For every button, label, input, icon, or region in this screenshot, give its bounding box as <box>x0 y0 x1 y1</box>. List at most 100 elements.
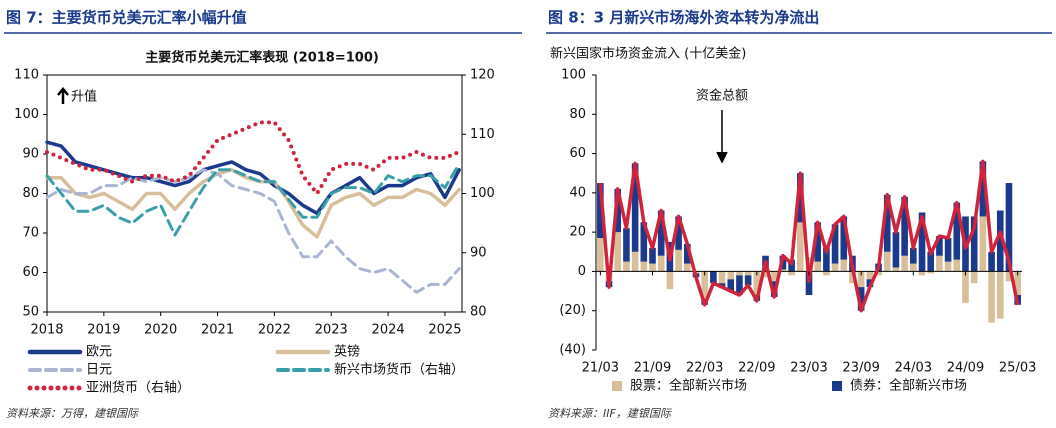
y-tick-label: 20 <box>569 225 586 240</box>
x-tick-label: 21/03 <box>582 361 619 376</box>
legend-swatch <box>832 381 842 391</box>
bar <box>1005 271 1013 282</box>
bar <box>962 271 969 303</box>
bar <box>779 269 787 272</box>
bar <box>996 210 1004 272</box>
y-tick-label: 100 <box>561 68 586 83</box>
bar <box>788 259 795 272</box>
y-axis-label: 新兴国家市场资金流入 (十亿美金) <box>550 46 746 62</box>
x-tick-label: 21/09 <box>634 361 671 376</box>
legend-label: 亚洲货币（右轴） <box>86 380 190 396</box>
y2-tick-label: 80 <box>470 305 487 320</box>
x-tick-label: 2024 <box>372 323 405 338</box>
bar <box>936 236 943 256</box>
bar <box>805 271 813 295</box>
figure-title: 图 7：主要货币兑美元汇率小幅升值 <box>6 9 247 27</box>
x-tick-label: 25/03 <box>999 361 1036 376</box>
y2-tick-label: 120 <box>470 68 495 83</box>
bar <box>597 183 604 239</box>
bar <box>744 275 752 286</box>
bar <box>875 271 882 276</box>
bar <box>823 271 830 276</box>
series-line <box>45 168 461 294</box>
x-tick-label: 24/03 <box>895 361 932 376</box>
x-tick-label: 22/03 <box>686 361 723 376</box>
series-line <box>45 140 461 216</box>
y-tick-label: 80 <box>22 186 39 201</box>
bar <box>944 238 952 262</box>
legend-label: 英镑 <box>334 344 360 360</box>
bar <box>857 271 865 288</box>
source: 资料来源：万得，建银国际 <box>6 407 139 420</box>
bar <box>788 271 795 276</box>
bar <box>814 261 821 272</box>
annotation: 升值 <box>71 89 97 105</box>
bar <box>918 212 926 272</box>
bar <box>831 224 839 264</box>
y-tick-label: 0 <box>578 264 586 279</box>
y-tick-label: (20) <box>559 303 586 318</box>
bar <box>936 255 943 272</box>
bar <box>623 261 630 272</box>
bar <box>944 261 952 272</box>
legend-label: 股票：全部新兴市场 <box>630 378 747 394</box>
bar <box>683 263 691 272</box>
bar <box>892 267 900 272</box>
bar <box>727 271 735 280</box>
bar <box>866 271 874 280</box>
y-tick-label: 60 <box>22 265 39 280</box>
bar <box>675 249 682 272</box>
x-tick-label: 2025 <box>428 323 461 338</box>
bar <box>883 194 891 252</box>
bar <box>927 271 935 274</box>
bar <box>970 216 978 272</box>
bar <box>1005 183 1013 272</box>
bar <box>640 222 648 262</box>
bar <box>840 216 848 260</box>
bar <box>979 161 987 217</box>
y-tick-label: 110 <box>14 68 39 83</box>
arrow <box>57 87 69 104</box>
bar <box>657 210 665 256</box>
chart-title: 主要货币兑美元汇率表现 (2018=100) <box>145 50 379 66</box>
bar <box>640 261 648 272</box>
bar <box>744 271 752 276</box>
bar <box>927 251 935 272</box>
y-tick-label: (40) <box>559 343 586 358</box>
y-tick-label: 100 <box>14 107 39 122</box>
x-tick-label: 2019 <box>87 323 120 338</box>
legend-label: 欧元 <box>86 345 112 360</box>
bar <box>649 247 656 264</box>
bar <box>988 251 995 272</box>
bar <box>849 271 856 284</box>
series-line <box>45 162 461 237</box>
bar <box>988 271 995 323</box>
series-line <box>45 120 462 196</box>
y2-tick-label: 100 <box>470 186 495 201</box>
bar <box>831 263 839 272</box>
bar <box>727 279 735 292</box>
bar <box>901 196 908 256</box>
bar <box>718 271 726 284</box>
x-tick-label: 22/09 <box>738 361 775 376</box>
bar <box>892 232 900 268</box>
bar <box>614 188 622 233</box>
annotation: 资金总额 <box>696 88 748 104</box>
bar <box>823 247 830 272</box>
bar <box>883 251 891 272</box>
bar <box>657 255 665 272</box>
bar <box>623 228 630 262</box>
bar <box>649 263 656 272</box>
bar <box>970 271 978 284</box>
plot-frame <box>46 74 463 313</box>
bar <box>857 287 865 311</box>
y-tick-label: 70 <box>22 226 39 241</box>
bar <box>710 271 717 284</box>
bar <box>953 202 961 260</box>
bar <box>631 251 639 272</box>
bar <box>797 222 804 272</box>
y-tick-label: 40 <box>569 185 586 200</box>
bar <box>675 216 682 250</box>
source: 资料来源：IIF，建银国际 <box>548 407 672 420</box>
bar <box>840 259 848 272</box>
